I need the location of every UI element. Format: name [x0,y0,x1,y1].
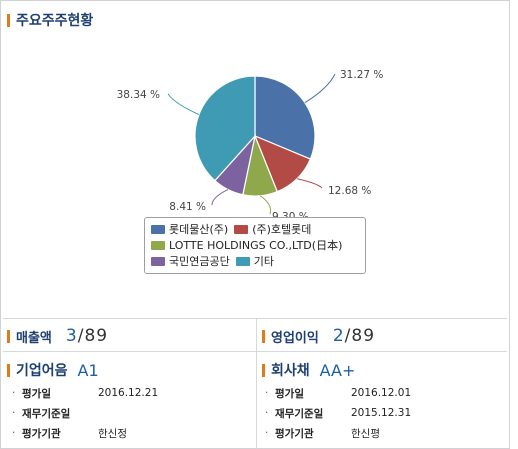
operating-label: 영업이익 [271,330,319,346]
legend-swatch [151,224,165,234]
detail-row: · 평가일 2016.12.21 [12,383,158,403]
rating-marker [262,363,265,377]
bullet-icon: · [265,407,269,419]
legend-label: 기타 [253,255,274,268]
sales-rank-number: 3 [65,326,78,346]
legend-item-lotte-holdings: LOTTE HOLDINGS CO.,LTD(日本) [151,237,342,253]
bullet-icon: · [12,387,16,399]
legend-label: (주)호텔롯데 [252,223,312,236]
slice-label: 38.34 % [117,89,160,101]
legend-item-lotte-corp: 롯데물산(주) [151,221,228,237]
sales-rank-separator: / [77,326,85,346]
bullet-icon: · [12,407,16,419]
legend-swatch [151,240,165,250]
legend-item-nps: 국민연금공단 [151,253,230,269]
column-divider [256,318,257,449]
detail-value: 2015.12.31 [351,407,412,419]
detail-key: 평가기관 [22,427,61,440]
bullet-icon: · [265,427,269,439]
detail-value: 한신평 [351,427,380,440]
operating-rank-separator: / [344,326,352,346]
title-marker [7,13,10,27]
operating-rank-number: 2 [332,326,345,346]
detail-key: 재무기준일 [22,407,71,420]
legend-swatch [235,256,250,266]
legend-item-others: 기타 [235,253,274,269]
rating-marker [7,363,10,377]
bond-rating: 회사채 AA+ [262,360,355,380]
detail-value: 2016.12.01 [351,387,412,399]
legend-row-3: 국민연금공단 기타 [151,253,359,269]
shareholders-title-text: 주요주주현황 [16,13,94,29]
detail-row: · 재무기준일 2015.12.31 [265,403,411,423]
slice-label: 12.68 % [328,185,371,197]
legend-swatch [234,224,249,234]
cp-details: · 평가일 2016.12.21 · 재무기준일 · 평가기관 한신정 [12,383,158,443]
detail-key: 평가일 [275,387,304,400]
bond-grade: AA+ [319,360,356,380]
detail-value: 2016.12.21 [98,387,159,399]
leader-line [167,93,200,115]
slice-label: 31.27 % [340,69,383,81]
bond-label: 회사채 [271,363,310,379]
cp-label: 기업어음 [16,363,68,379]
section-divider [3,351,507,352]
legend-item-hotel-lotte: (주)호텔롯데 [234,221,311,237]
legend-label: 국민연금공단 [169,255,230,268]
operating-rank-total: 89 [351,326,376,346]
pie-chart-svg: 31.27 %12.68 %9.30 %8.41 %38.34 % [117,69,384,223]
pie-chart: 31.27 %12.68 %9.30 %8.41 %38.34 % [0,30,510,320]
detail-row: · 평가기관 한신정 [12,423,158,443]
cp-rating: 기업어음 A1 [7,360,99,380]
detail-value: 한신정 [98,427,127,440]
stat-marker [262,329,265,343]
detail-key: 평가일 [22,387,51,400]
pie-slice [254,75,316,160]
slice-label: 8.41 % [169,201,206,213]
sales-label: 매출액 [16,330,52,346]
legend-row-1: 롯데물산(주) (주)호텔롯데 [151,221,359,237]
leader-line [297,178,323,189]
legend-row-2: LOTTE HOLDINGS CO.,LTD(日本) [151,237,359,253]
section-divider [3,318,507,319]
cp-grade: A1 [77,360,99,380]
bond-details: · 평가일 2016.12.01 · 재무기준일 2015.12.31 · 평가… [265,383,411,443]
detail-key: 재무기준일 [275,407,324,420]
bullet-icon: · [12,427,16,439]
legend-label: 롯데물산(주) [169,223,229,236]
detail-row: · 평가일 2016.12.01 [265,383,411,403]
stat-marker [7,329,10,343]
operating-income-rank: 영업이익 2/89 [262,326,375,346]
sales-rank-total: 89 [84,326,109,346]
chart-legend: 롯데물산(주) (주)호텔롯데 LOTTE HOLDINGS CO.,LTD(日… [144,217,366,274]
shareholders-title: 주요주주현황 [7,10,93,30]
legend-label: LOTTE HOLDINGS CO.,LTD(日本) [169,239,343,252]
leader-line [259,195,272,215]
detail-row: · 재무기준일 [12,403,158,423]
bullet-icon: · [265,387,269,399]
sales-value: 3/89 [66,326,108,346]
legend-swatch [151,256,165,266]
operating-value: 2/89 [333,326,375,346]
pie-slice [194,75,256,182]
detail-key: 평가기관 [275,427,314,440]
leader-line [304,73,336,104]
sales-rank: 매출액 3/89 [7,326,108,346]
leader-line [211,189,229,206]
detail-row: · 평가기관 한신평 [265,423,411,443]
